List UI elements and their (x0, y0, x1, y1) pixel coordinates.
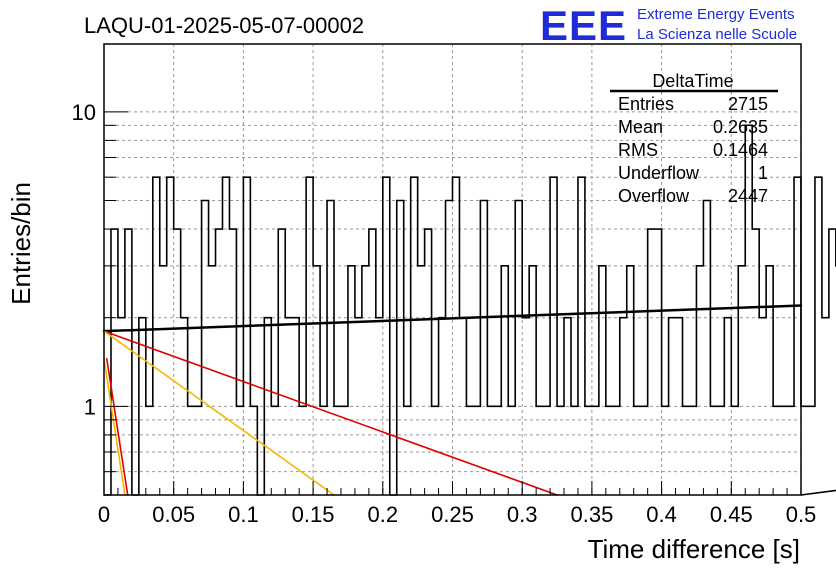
stats-value: 2715 (728, 94, 768, 114)
x-tick-label: 0.25 (431, 502, 474, 527)
stats-value: 2447 (728, 186, 768, 206)
fit-lines (102, 304, 803, 496)
x-tick-label: 0.5 (786, 502, 817, 527)
stats-title: DeltaTime (652, 71, 733, 91)
fit-line (102, 304, 803, 333)
stats-box: DeltaTime Entries 2715 Mean 0.2635 RMS 0… (610, 71, 778, 206)
fit-line (103, 330, 335, 496)
y-tick-label: 1 (84, 394, 96, 419)
x-tick-label: 0.15 (292, 502, 335, 527)
eee-logo: EEE Extreme Energy Events La Scienza nel… (540, 2, 797, 49)
histogram (104, 124, 836, 496)
logo-mark: EEE (540, 2, 627, 49)
stats-label: Overflow (618, 186, 690, 206)
x-tick-label: 0.1 (228, 502, 259, 527)
x-tick-label: 0.3 (507, 502, 538, 527)
x-tick-label: 0.35 (570, 502, 613, 527)
y-axis-title: Entries/bin (6, 182, 36, 305)
x-tick-label: 0.05 (152, 502, 195, 527)
x-tick-label: 0.2 (368, 502, 399, 527)
stats-label: Underflow (618, 163, 700, 183)
axis-ticks: 0 0.05 0.1 0.15 0.2 0.25 0.3 0.35 0.4 0.45 0.5 1 10 (72, 100, 817, 527)
fit-line (103, 330, 558, 496)
stats-label: RMS (618, 140, 658, 160)
stats-label: Mean (618, 117, 663, 137)
fit-line (103, 358, 126, 496)
histogram-outline (104, 124, 836, 496)
stats-label: Entries (618, 94, 674, 114)
x-tick-label: 0.4 (646, 502, 677, 527)
x-tick-label: 0.45 (710, 502, 753, 527)
x-tick-label: 0 (98, 502, 110, 527)
fit-line (105, 358, 129, 496)
chart-title: LAQU-01-2025-05-07-00002 (84, 13, 364, 38)
stats-value: 0.1464 (713, 140, 768, 160)
stats-value: 0.2635 (713, 117, 768, 137)
y-tick-label: 10 (72, 100, 96, 125)
x-axis-title: Time difference [s] (588, 534, 800, 564)
logo-line1: Extreme Energy Events (637, 6, 795, 23)
logo-line2: La Scienza nelle Scuole (637, 26, 797, 43)
stats-value: 1 (758, 163, 768, 183)
